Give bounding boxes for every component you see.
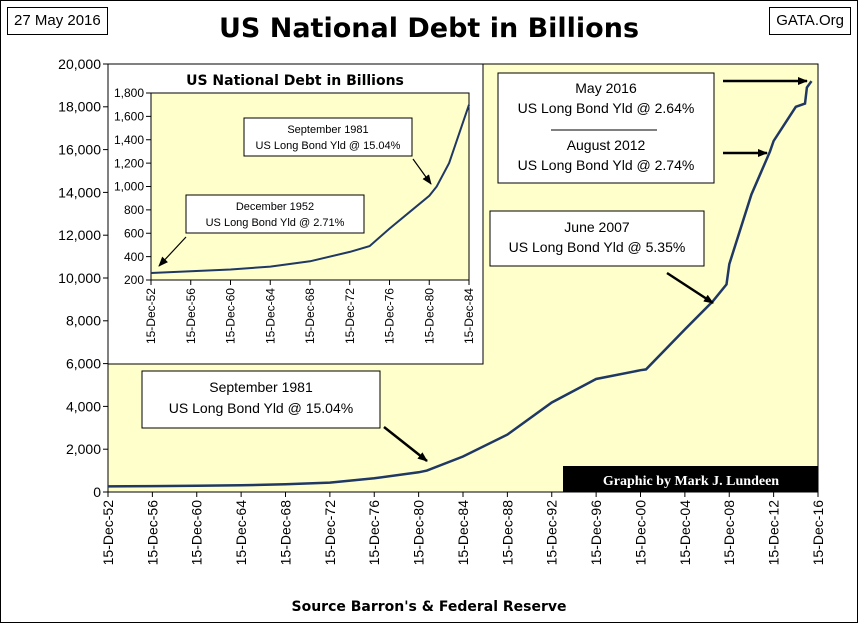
chart-title: US National Debt in Billions (218, 13, 640, 44)
arrow-sep1981 (383, 426, 428, 462)
inset-arrow-dec1952 (158, 236, 187, 267)
main-x-tick-label: 15-Dec-92 (544, 500, 560, 566)
main-y-tick-label: 8,000 (66, 313, 101, 329)
main-y-tick-label: 20,000 (58, 56, 101, 72)
inset-annotation-sep1981-box (243, 117, 413, 157)
annotation-jun2007-line1: June 2007 (564, 219, 630, 235)
inset-y-tick-label: 200 (124, 273, 144, 287)
inset-annotation-dec1952-line2: US Long Bond Yld @ 2.71% (206, 217, 345, 229)
main-y-tick-label: 10,000 (58, 270, 101, 286)
inset-title: US National Debt in Billions (186, 73, 404, 89)
annotation-may2016-line1: May 2016 (575, 80, 637, 96)
inset-y-tick-label: 400 (124, 250, 144, 264)
inset-y-tick-label: 600 (124, 226, 144, 240)
main-x-tick-label: 15-Dec-04 (677, 500, 693, 566)
inset-y-axis: 200 400 600 800 1,000 1,200 1,400 1,600 1,800 (114, 86, 151, 287)
main-x-tick-label: 15-Dec-52 (100, 500, 116, 566)
credit-label: Graphic by Mark J. Lundeen (603, 474, 779, 489)
source-label: Source Barron's & Federal Reserve (291, 599, 567, 615)
inset-y-tick-label: 1,400 (114, 133, 144, 147)
inset-arrow-sep1981 (412, 158, 432, 185)
inset-x-tick-label: 15-Dec-84 (462, 288, 476, 344)
main-x-tick-label: 15-Dec-16 (810, 500, 826, 566)
main-x-tick-label: 15-Dec-88 (499, 500, 515, 566)
inset-x-tick-label: 15-Dec-52 (144, 288, 158, 344)
inset-x-axis: 15-Dec-52 15-Dec-56 15-Dec-60 15-Dec-64 15-D… (144, 280, 476, 344)
inset-x-tick-label: 15-Dec-56 (184, 288, 198, 344)
main-x-tick-label: 15-Dec-56 (144, 500, 160, 566)
main-debt-line (107, 80, 813, 488)
main-y-tick-label: 12,000 (58, 227, 101, 243)
inset-y-tick-label: 1,600 (114, 110, 144, 124)
main-y-axis: 0 2,000 4,000 6,000 8,000 10,000 12,000 14,000 1… (58, 56, 108, 500)
date-label: 27 May 2016 (7, 7, 108, 35)
main-y-tick-label: 0 (93, 484, 101, 500)
main-x-tick-label: 15-Dec-84 (455, 500, 471, 566)
inset-y-tick-label: 1,800 (114, 86, 144, 100)
inset-x-tick-label: 15-Dec-68 (303, 288, 317, 344)
main-y-tick-label: 4,000 (66, 398, 101, 414)
annotation-aug2012-line2: US Long Bond Yld @ 2.74% (518, 157, 695, 173)
main-y-tick-label: 18,000 (58, 99, 101, 115)
inset-x-tick-label: 15-Dec-60 (224, 288, 238, 344)
credit-bar (563, 466, 818, 492)
inset-annotation-dec1952-line1: December 1952 (236, 201, 314, 213)
annotation-may2016-line2: US Long Bond Yld @ 2.64% (518, 100, 695, 116)
inset-annotation-sep1981-line1: September 1981 (287, 124, 368, 136)
inset-debt-line (150, 104, 470, 274)
inset-x-tick-label: 15-Dec-64 (263, 288, 277, 344)
main-x-axis: 15-Dec-52 15-Dec-56 15-Dec-60 15-Dec-64 15-D… (100, 492, 826, 565)
annotation-jun2007-box (489, 210, 705, 267)
inset-y-tick-label: 1,000 (114, 180, 144, 194)
annotation-sep1981-box (141, 370, 381, 429)
main-y-tick-label: 14,000 (58, 184, 101, 200)
main-y-tick-label: 6,000 (66, 356, 101, 372)
main-x-tick-label: 15-Dec-00 (632, 500, 648, 566)
annotation-sep1981-line2: US Long Bond Yld @ 15.04% (169, 400, 353, 416)
annotation-may2016-box (497, 72, 715, 184)
main-y-tick-label: 2,000 (66, 441, 101, 457)
inset-x-tick-label: 15-Dec-76 (383, 288, 397, 344)
main-x-tick-label: 15-Dec-60 (189, 500, 205, 566)
main-x-tick-label: 15-Dec-72 (322, 500, 338, 566)
inset-x-tick-label: 15-Dec-72 (343, 288, 357, 344)
main-x-tick-label: 15-Dec-96 (588, 500, 604, 566)
main-x-tick-label: 15-Dec-08 (721, 500, 737, 566)
inset-annotation-dec1952-box (185, 194, 365, 234)
main-y-tick-label: 16,000 (58, 142, 101, 158)
inset-x-tick-label: 15-Dec-80 (422, 288, 436, 344)
site-label: GATA.Org (769, 7, 851, 35)
inset-annotation-sep1981-line2: US Long Bond Yld @ 15.04% (256, 140, 401, 152)
main-x-tick-label: 15-Dec-64 (233, 500, 249, 566)
main-x-tick-label: 15-Dec-76 (366, 500, 382, 566)
inset-y-tick-label: 800 (124, 203, 144, 217)
main-x-tick-label: 15-Dec-12 (766, 500, 782, 566)
annotation-sep1981-line1: September 1981 (209, 379, 313, 395)
main-x-tick-label: 15-Dec-68 (277, 500, 293, 566)
inset-y-tick-label: 1,200 (114, 156, 144, 170)
main-x-tick-label: 15-Dec-80 (411, 500, 427, 566)
annotation-aug2012-line1: August 2012 (567, 137, 646, 153)
annotation-jun2007-line2: US Long Bond Yld @ 5.35% (509, 239, 686, 255)
arrow-jun2007 (666, 271, 714, 305)
